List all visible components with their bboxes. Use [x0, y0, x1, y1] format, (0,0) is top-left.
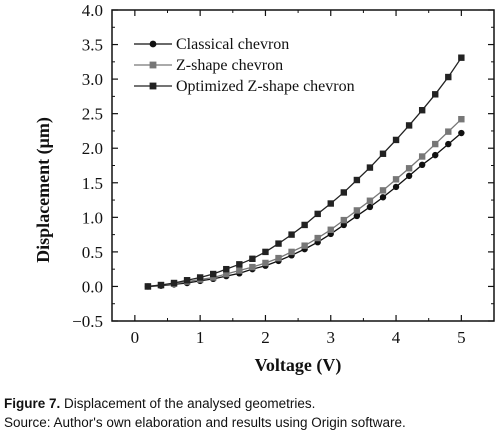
data-point — [392, 136, 400, 144]
x-tick-label: 3 — [327, 328, 336, 347]
data-point — [340, 221, 348, 229]
plot-frame — [111, 9, 495, 322]
data-point — [183, 277, 191, 284]
y-tick-label: 1.5 — [82, 174, 103, 193]
legend-label: Optimized Z-shape chevron — [176, 78, 355, 95]
data-point — [418, 107, 426, 114]
legend-item-1: Classical chevron — [134, 36, 289, 53]
data-point — [157, 281, 165, 289]
legend-item-3: Optimized Z-shape chevron — [134, 78, 355, 95]
data-point — [405, 165, 413, 172]
y-tick-label: 2.5 — [82, 105, 103, 124]
y-tick-label: 0.0 — [82, 277, 103, 296]
data-point — [236, 261, 243, 268]
data-point — [418, 161, 426, 169]
axes: 0 1 2 3 4 5 −0.5 0.0 0.5 1.0 1.5 2.0 2.5 3.0 3.5 4.0 — [72, 1, 495, 347]
data-point — [366, 203, 374, 211]
data-point — [327, 226, 334, 233]
data-point — [275, 254, 282, 262]
displacement-chart: 0 1 2 3 4 5 −0.5 0.0 0.5 1.0 1.5 2.0 2.5 3.0 3.5 4.0 Cl… — [33, 1, 495, 376]
data-point — [445, 140, 452, 148]
data-point — [432, 91, 439, 98]
data-point — [445, 128, 452, 135]
data-point — [249, 263, 256, 271]
data-point — [149, 82, 157, 90]
legend-label: Z-shape chevron — [176, 57, 283, 74]
figure-label: Figure 7. — [4, 396, 61, 411]
series-2 — [144, 115, 465, 290]
data-point — [288, 248, 295, 256]
data-point — [392, 183, 400, 191]
data-point — [432, 140, 439, 148]
series-line — [147, 118, 462, 288]
data-point — [432, 151, 439, 159]
y-tick-label: −0.5 — [72, 312, 103, 331]
y-tick-label: 0.5 — [82, 243, 103, 262]
data-point — [301, 242, 308, 249]
x-tick-label: 4 — [392, 328, 401, 347]
x-tick-label: 2 — [261, 328, 270, 347]
data-point — [353, 176, 361, 184]
data-point — [353, 212, 361, 220]
series-3 — [144, 54, 465, 290]
data-point — [418, 153, 426, 160]
x-tick-label: 5 — [457, 328, 466, 347]
figure-caption-text: Displacement of the analysed geometries. — [60, 396, 316, 411]
data-point — [288, 231, 295, 238]
data-point — [405, 122, 413, 129]
data-point — [210, 270, 217, 278]
y-tick-label: 4.0 — [82, 1, 103, 20]
y-tick-label: 3.0 — [82, 70, 103, 89]
data-point — [327, 200, 334, 207]
data-point — [196, 274, 204, 281]
data-point — [340, 189, 348, 196]
data-point — [379, 194, 387, 201]
y-axis-title: Displacement (μm) — [33, 117, 54, 263]
series-1 — [144, 129, 465, 290]
data-point — [223, 265, 230, 273]
y-tick-label: 1.0 — [82, 208, 103, 227]
data-point — [314, 210, 321, 218]
legend-label: Classical chevron — [176, 36, 289, 53]
y-tick-label: 2.0 — [82, 139, 103, 158]
data-point — [262, 259, 269, 267]
data-point — [223, 270, 230, 278]
data-point — [275, 240, 282, 247]
data-point — [379, 150, 387, 157]
data-point — [392, 176, 400, 183]
data-point — [170, 279, 178, 287]
x-axis-title: Voltage (V) — [255, 355, 342, 376]
data-point — [458, 54, 465, 61]
data-point — [149, 40, 157, 48]
data-point — [149, 61, 157, 69]
x-tick-label: 1 — [196, 328, 205, 347]
data-point — [301, 221, 308, 229]
data-point — [314, 234, 321, 242]
y-tick-label: 3.5 — [82, 36, 103, 55]
legend: Classical chevron Z-shape chevron Optimize… — [134, 36, 355, 95]
figure-source: Source: Author's own elaboration and res… — [4, 415, 406, 430]
series-layer — [144, 54, 465, 290]
legend-item-2: Z-shape chevron — [134, 57, 283, 74]
data-point — [249, 255, 256, 262]
data-point — [379, 187, 387, 194]
figure-caption: Figure 7. Displacement of the analysed g… — [4, 396, 315, 411]
data-point — [458, 129, 465, 137]
data-point — [210, 274, 217, 281]
data-point — [353, 207, 361, 214]
data-point — [458, 115, 465, 123]
data-point — [366, 197, 374, 204]
data-point — [366, 164, 374, 171]
series-line — [147, 132, 462, 288]
data-point — [236, 267, 243, 274]
data-point — [445, 73, 452, 81]
x-tick-label: 0 — [131, 328, 140, 347]
data-point — [262, 248, 269, 256]
data-point — [144, 283, 152, 290]
data-point — [340, 216, 348, 224]
data-point — [405, 172, 413, 180]
